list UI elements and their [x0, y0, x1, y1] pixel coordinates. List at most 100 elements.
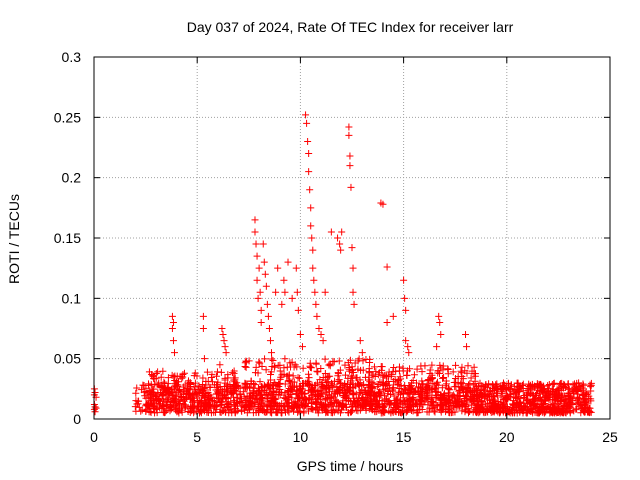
data-point	[368, 405, 376, 413]
data-point	[241, 362, 249, 370]
data-point	[498, 386, 506, 394]
data-point	[295, 407, 303, 415]
data-point	[196, 388, 204, 396]
data-point	[246, 400, 254, 408]
data-point	[423, 386, 431, 394]
data-point	[161, 408, 169, 416]
data-point	[408, 384, 416, 392]
data-point	[140, 388, 148, 396]
data-point	[173, 391, 181, 399]
data-point	[142, 387, 150, 395]
data-point	[333, 399, 341, 407]
data-point	[348, 403, 356, 411]
data-point	[334, 234, 342, 242]
data-point	[171, 396, 179, 404]
data-point	[263, 300, 271, 308]
data-point	[322, 395, 330, 403]
data-point	[321, 288, 329, 296]
data-point	[267, 406, 275, 414]
data-point	[181, 381, 189, 389]
data-point	[271, 362, 279, 370]
data-point	[464, 362, 472, 370]
data-point	[287, 363, 295, 371]
data-point	[585, 409, 593, 417]
data-point	[314, 368, 322, 376]
data-point	[575, 379, 583, 387]
data-point	[154, 368, 162, 376]
data-point	[269, 398, 277, 406]
data-point	[179, 373, 187, 381]
data-point	[487, 408, 495, 416]
data-point	[302, 111, 310, 119]
data-point	[199, 325, 207, 332]
data-point	[293, 288, 301, 296]
data-point	[349, 391, 357, 399]
data-point	[268, 363, 276, 371]
data-point	[433, 378, 441, 386]
data-point	[268, 355, 276, 363]
data-point	[305, 374, 313, 382]
data-point	[381, 385, 389, 393]
data-point	[452, 361, 460, 369]
data-point	[444, 366, 452, 374]
data-point	[461, 395, 469, 403]
data-point	[389, 408, 397, 416]
data-point	[257, 306, 265, 314]
data-point	[469, 381, 477, 389]
data-point	[265, 325, 273, 332]
data-point	[312, 359, 320, 367]
data-point	[335, 385, 343, 393]
data-point	[231, 409, 239, 417]
data-point	[299, 364, 307, 372]
data-point	[261, 355, 269, 363]
data-point	[389, 312, 397, 320]
data-point	[345, 363, 353, 371]
data-point	[383, 318, 391, 326]
data-point	[166, 404, 174, 412]
data-point	[452, 400, 460, 408]
data-point	[433, 343, 441, 351]
data-point	[418, 368, 426, 376]
data-point	[454, 373, 462, 381]
data-point	[565, 386, 573, 394]
data-point	[390, 392, 398, 400]
data-point	[323, 394, 331, 402]
data-point	[412, 399, 420, 407]
data-point	[232, 388, 240, 396]
data-point	[220, 407, 228, 415]
data-point	[243, 392, 251, 400]
data-point	[545, 381, 553, 389]
data-point	[267, 371, 275, 379]
data-point	[396, 396, 404, 404]
data-point	[307, 364, 315, 372]
data-point	[218, 394, 226, 402]
data-point	[335, 386, 343, 394]
data-point	[400, 404, 408, 412]
data-point	[587, 387, 595, 395]
data-point	[425, 408, 433, 416]
data-point	[478, 389, 486, 397]
data-point	[319, 373, 327, 381]
data-point	[230, 367, 238, 375]
data-point	[462, 387, 470, 395]
data-point	[431, 385, 439, 393]
data-point	[230, 382, 238, 390]
x-tick-label: 0	[90, 429, 98, 445]
data-point	[145, 381, 153, 389]
data-point	[321, 369, 329, 377]
data-point	[485, 390, 493, 398]
data-point	[516, 383, 524, 391]
data-point	[205, 392, 213, 400]
data-point	[159, 402, 167, 410]
data-point	[358, 349, 366, 357]
data-point	[349, 384, 357, 392]
data-point	[468, 394, 476, 402]
x-tick-label: 5	[193, 429, 201, 445]
data-point	[435, 312, 443, 320]
data-point	[418, 377, 426, 385]
data-point	[416, 397, 424, 405]
data-point	[257, 383, 265, 391]
data-point	[149, 372, 157, 380]
data-point	[251, 381, 259, 389]
data-point	[257, 391, 265, 399]
